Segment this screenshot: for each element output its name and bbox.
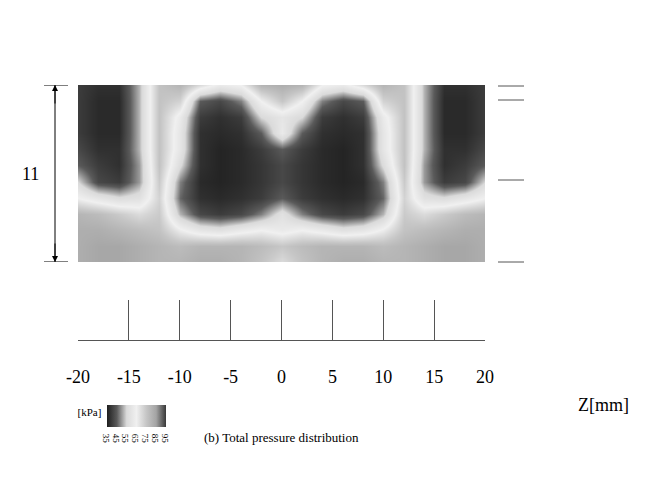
svg-text:85: 85 xyxy=(150,434,160,444)
svg-text:Z[mm]: Z[mm] xyxy=(578,395,629,415)
svg-text:(b) Total pressure distributio: (b) Total pressure distribution xyxy=(204,430,359,445)
svg-text:-20: -20 xyxy=(66,367,90,387)
svg-text:10: 10 xyxy=(374,367,392,387)
svg-text:-15: -15 xyxy=(117,367,141,387)
svg-text:75: 75 xyxy=(140,434,150,444)
svg-text:11: 11 xyxy=(22,164,39,184)
svg-text:95: 95 xyxy=(159,434,169,444)
svg-text:45: 45 xyxy=(111,434,121,444)
svg-text:65: 65 xyxy=(130,434,140,444)
svg-text:55: 55 xyxy=(120,434,130,444)
svg-text:5: 5 xyxy=(328,367,337,387)
svg-text:20: 20 xyxy=(476,367,494,387)
svg-text:0: 0 xyxy=(277,367,286,387)
svg-text:-10: -10 xyxy=(168,367,192,387)
svg-text:[kPa]: [kPa] xyxy=(78,406,102,418)
svg-text:15: 15 xyxy=(425,367,443,387)
svg-text:-5: -5 xyxy=(223,367,238,387)
svg-text:35: 35 xyxy=(101,434,111,444)
